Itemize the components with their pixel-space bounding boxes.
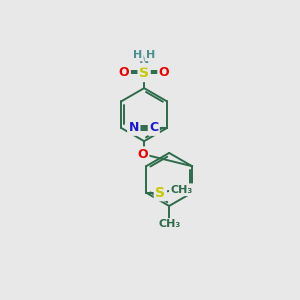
Text: O: O: [159, 66, 170, 80]
Text: N: N: [139, 53, 149, 66]
Text: O: O: [137, 148, 148, 161]
Text: H: H: [146, 50, 155, 60]
Text: O: O: [119, 66, 129, 80]
Text: N: N: [129, 122, 139, 134]
Text: CH₃: CH₃: [170, 185, 193, 195]
Text: S: S: [155, 186, 165, 200]
Text: C: C: [149, 122, 158, 134]
Text: CH₃: CH₃: [158, 220, 180, 230]
Text: S: S: [139, 66, 149, 80]
Text: H: H: [133, 50, 142, 60]
